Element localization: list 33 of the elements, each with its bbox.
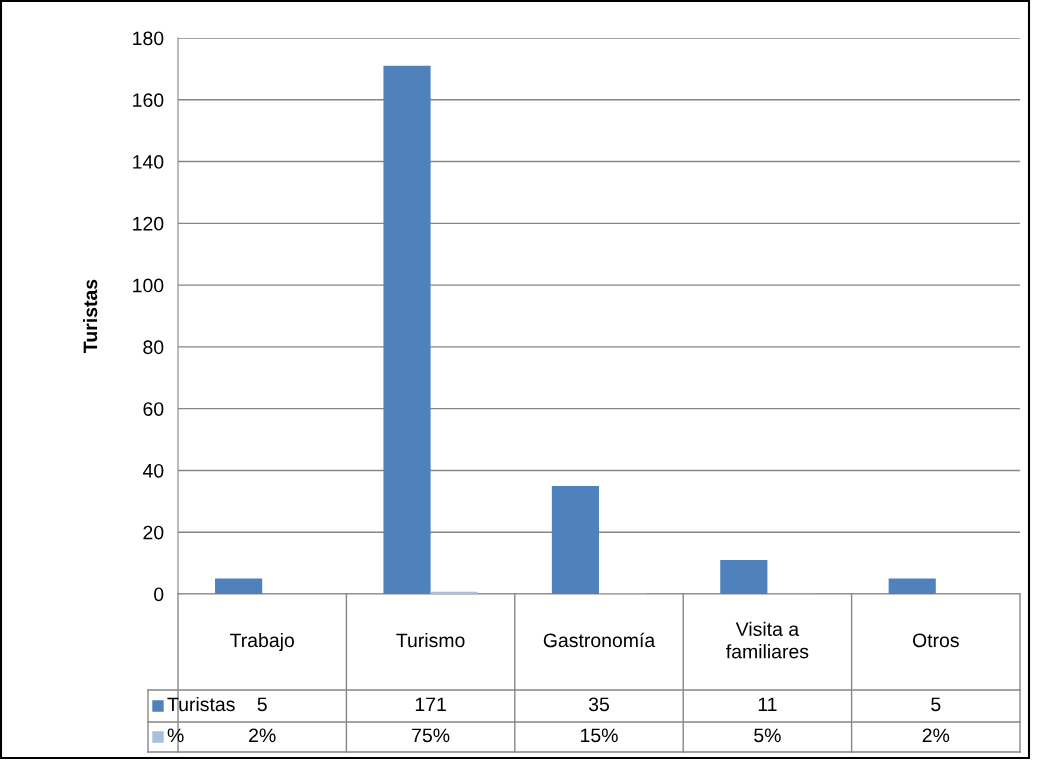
legend-label: Turistas [167,696,235,712]
data-label: 5 [257,697,267,712]
data-label: 75% [412,728,450,743]
bar [551,485,599,594]
bar [888,578,936,594]
bar [720,560,768,594]
x-tick-label: Otros [912,633,959,648]
y-tick-label: 100 [133,278,164,293]
data-label: 2% [249,728,276,743]
x-tick-label: Visita a familiares [726,621,809,659]
data-label: 5% [754,728,781,743]
y-tick-label: 20 [143,525,164,540]
data-label: 35 [588,697,609,712]
x-tick-label: Turismo [396,632,465,648]
y-axis-title: Turistas [82,279,98,353]
y-tick-label: 80 [143,340,164,355]
y-tick-label: 60 [143,402,164,416]
data-label: 15% [581,728,618,743]
y-tick-label: 120 [133,216,164,231]
x-tick-label: Gastronomía [543,632,656,648]
bar [383,65,431,594]
data-label: 171 [415,697,446,712]
y-tick-label: 140 [133,155,164,169]
data-label: 5 [931,697,941,712]
legend-label: % [167,728,184,743]
data-label: 11 [758,697,777,712]
bar [215,578,263,594]
y-tick-label: 160 [133,93,164,108]
data-label: 2% [922,728,950,743]
y-tick-label: 180 [133,31,164,46]
x-tick-label: Trabajo [230,632,294,652]
y-tick-label: 0 [154,587,164,602]
y-tick-label: 40 [142,463,164,478]
